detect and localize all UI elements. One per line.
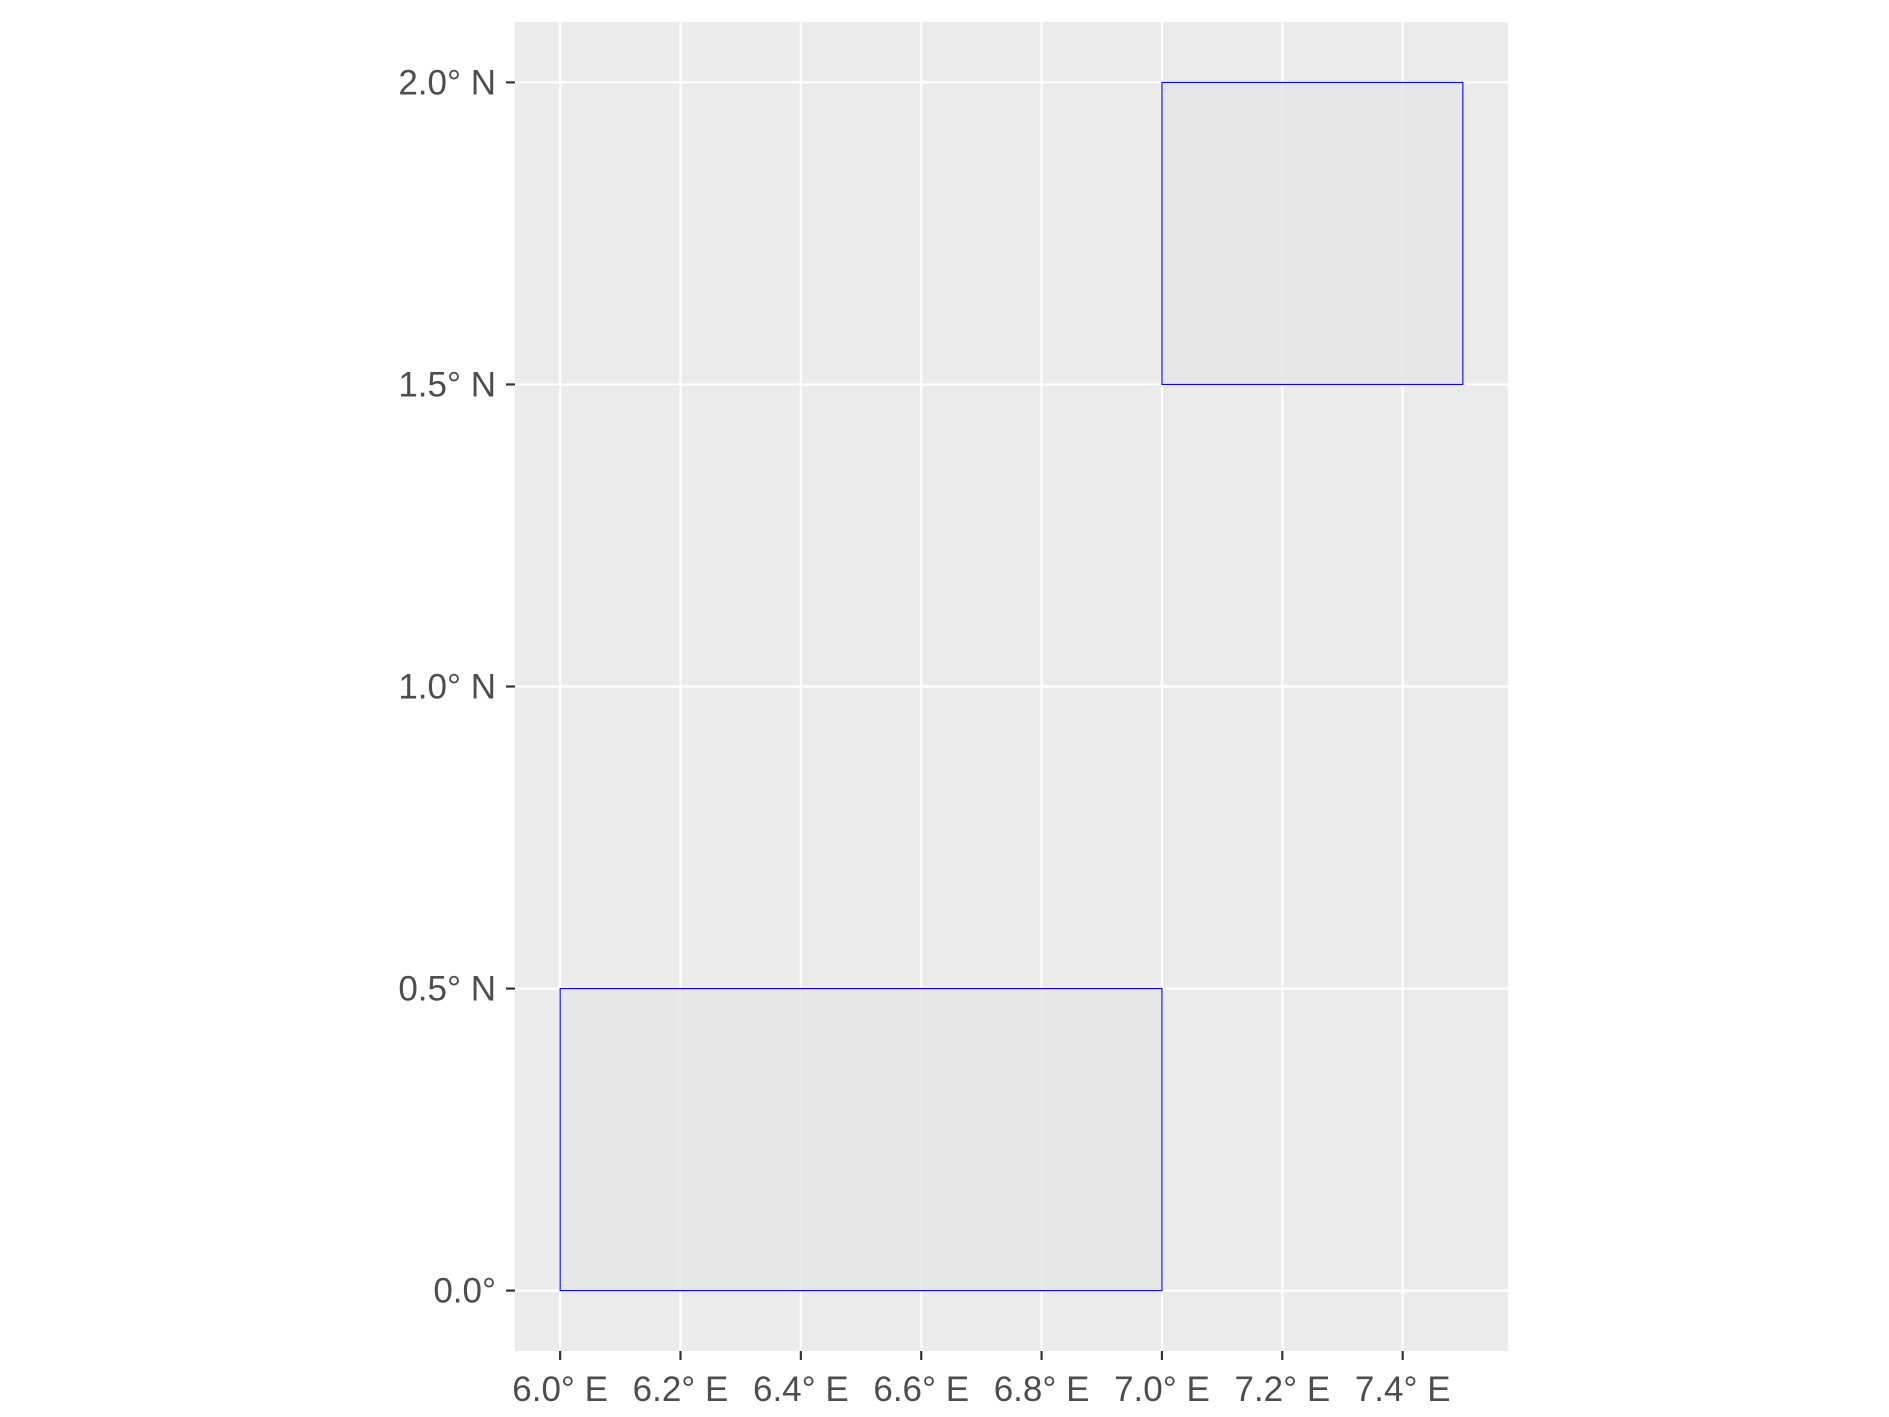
x-tick-label: 6.6° E [873,1370,969,1409]
x-tick-label: 7.0° E [1114,1370,1210,1409]
y-tick-label: 1.0° N [398,668,496,707]
x-tick-label: 6.2° E [633,1370,729,1409]
axes: 6.0° E 6.2° E 6.4° E 6.6° E 6.8° E 7.0° E 7.2°… [398,63,1450,1409]
x-tick-label: 6.0° E [512,1370,608,1409]
y-tick-label: 1.5° N [398,365,496,404]
polygon-2 [1161,81,1464,386]
x-tick-label: 7.4° E [1355,1370,1451,1409]
polygons [559,81,1464,1292]
x-tick-label: 7.2° E [1234,1370,1330,1409]
y-tick-label: 2.0° N [398,63,496,102]
y-tick-label: 0.0° [433,1272,496,1311]
polygon-1 [559,987,1163,1292]
x-tick-label: 6.4° E [753,1370,849,1409]
y-tick-label: 0.5° N [398,970,496,1009]
x-tick-label: 6.8° E [994,1370,1090,1409]
